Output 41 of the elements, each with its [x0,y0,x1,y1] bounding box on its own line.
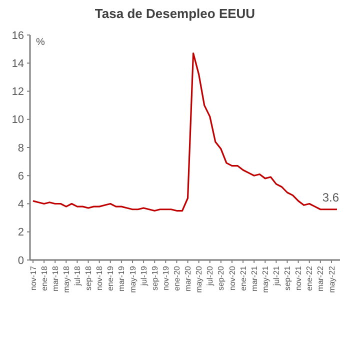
y-axis-title: % [36,37,45,48]
x-tick-label: jul-19 [139,265,148,287]
x-tick-label: ene-20 [172,265,182,291]
y-tick-label: 10 [12,114,24,126]
y-tick-label: 8 [18,142,24,154]
chart-title: Tasa de Desempleo EEUU [94,6,256,21]
x-tick-label: ene-18 [40,265,49,291]
x-tick-label: mar-19 [117,265,126,292]
x-tick-label: mar-21 [250,265,259,292]
x-tick-label: jul-18 [73,265,82,287]
x-tick-label: sep-18 [84,265,94,290]
x-tick-label: mar-20 [184,265,193,292]
x-tick-label: ene-21 [238,265,248,291]
x-tick-label: sep-21 [283,265,292,290]
y-tick-label: 2 [18,226,24,239]
y-tick-label: 6 [18,170,24,182]
x-tick-label: may-20 [194,265,204,293]
x-tick-label: nov-17 [28,265,38,290]
x-tick-label: ene-22 [305,265,314,291]
data-label: 3.6 [322,190,340,204]
x-tick-label: jul-21 [272,265,281,287]
y-tick-label: 4 [18,198,24,211]
x-tick-label: nov-18 [95,265,104,290]
x-tick-label: may-21 [260,265,270,293]
x-tick-label: may-19 [128,265,138,293]
x-tick-label: sep-20 [216,265,226,290]
x-tick-label: nov-21 [294,265,304,290]
x-tick-label: jul-20 [206,265,215,287]
x-tick-label: sep-19 [150,265,160,290]
y-tick-label: 16 [12,30,24,42]
x-tick-label: mar-18 [50,265,60,292]
x-tick-label: may-18 [62,265,71,293]
y-tick-label: 0 [18,254,24,267]
y-tick-label: 12 [12,86,24,98]
x-tick-label: ene-19 [106,265,116,291]
y-tick-label: 14 [12,58,24,70]
x-tick-label: mar-22 [316,265,326,292]
x-tick-label: may-22 [327,265,336,293]
x-tick-label: nov-19 [161,265,170,290]
x-tick-label: nov-20 [228,265,237,290]
line-series [32,52,338,212]
